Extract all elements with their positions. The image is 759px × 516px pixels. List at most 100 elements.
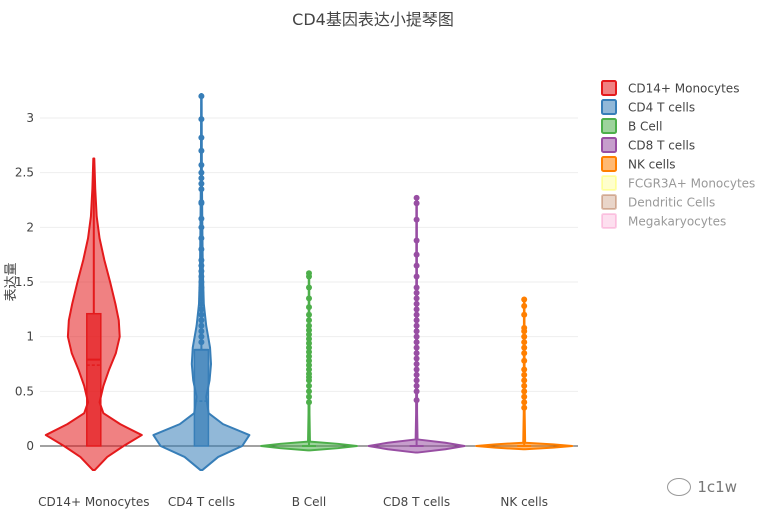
violins bbox=[44, 92, 574, 472]
violin-b-cell bbox=[260, 270, 358, 452]
outlier-point bbox=[198, 235, 205, 242]
outlier-point bbox=[413, 237, 420, 244]
outlier-point bbox=[413, 388, 420, 395]
box bbox=[193, 349, 210, 447]
outlier-point bbox=[413, 355, 420, 362]
outlier-point bbox=[521, 393, 528, 400]
outlier-point bbox=[198, 162, 205, 169]
chart-title: CD4基因表达小提琴图 bbox=[292, 10, 454, 29]
outlier-point bbox=[198, 328, 205, 335]
outlier-point bbox=[521, 350, 528, 357]
legend-swatch bbox=[601, 175, 617, 191]
outlier-point bbox=[413, 328, 420, 335]
y-tick-label: 2.5 bbox=[15, 166, 34, 180]
x-tick-label: CD14+ Monocytes bbox=[38, 495, 149, 509]
outlier-point bbox=[198, 284, 205, 291]
outlier-point bbox=[521, 311, 528, 318]
violin-cd8-t-cells bbox=[367, 194, 466, 454]
outlier-point bbox=[306, 348, 312, 355]
outlier-point bbox=[413, 300, 420, 307]
outlier-point bbox=[198, 186, 205, 193]
outlier-point bbox=[306, 366, 312, 373]
violin-nk-cells bbox=[475, 296, 574, 451]
x-tick-label: B Cell bbox=[292, 495, 326, 509]
outlier-point bbox=[413, 350, 420, 357]
outlier-point bbox=[306, 357, 312, 364]
legend-item[interactable]: Dendritic Cells bbox=[601, 194, 715, 210]
outlier-point bbox=[413, 216, 420, 223]
outlier-point bbox=[198, 257, 205, 264]
legend[interactable]: CD14+ Monocytes CD4 T cells B Cell CD8 T ce… bbox=[601, 80, 755, 229]
legend-item[interactable]: CD8 T cells bbox=[601, 137, 695, 153]
outlier-point bbox=[521, 382, 528, 389]
outlier-point bbox=[306, 311, 312, 318]
outlier-point bbox=[306, 327, 312, 334]
y-axis-label: 表达量 bbox=[4, 262, 19, 301]
outlier-point bbox=[306, 340, 312, 347]
violin-cd14-monocytes bbox=[44, 157, 143, 472]
outlier-point bbox=[198, 295, 205, 302]
legend-swatch bbox=[601, 194, 617, 210]
legend-label: CD14+ Monocytes bbox=[628, 82, 739, 96]
outlier-point bbox=[306, 382, 312, 389]
outlier-point bbox=[521, 333, 528, 340]
outlier-point bbox=[198, 262, 205, 269]
outlier-point bbox=[198, 339, 205, 346]
outlier-point bbox=[198, 333, 205, 340]
outlier-point bbox=[198, 289, 205, 296]
outlier-point bbox=[306, 370, 312, 377]
outlier-point bbox=[413, 194, 420, 201]
legend-item[interactable]: CD4 T cells bbox=[601, 99, 695, 115]
legend-item[interactable]: CD14+ Monocytes bbox=[601, 80, 739, 96]
legend-swatch bbox=[601, 118, 617, 134]
legend-item[interactable]: FCGR3A+ Monocytes bbox=[601, 175, 755, 191]
outlier-point bbox=[306, 388, 312, 395]
outlier-point bbox=[198, 199, 205, 206]
outlier-point bbox=[198, 175, 205, 182]
outlier-point bbox=[198, 93, 205, 100]
outlier-point bbox=[413, 322, 420, 329]
outlier-point bbox=[306, 322, 312, 329]
outlier-point bbox=[413, 262, 420, 269]
legend-label: FCGR3A+ Monocytes bbox=[628, 177, 755, 191]
legend-swatch bbox=[601, 156, 617, 172]
outlier-point bbox=[306, 270, 312, 277]
outlier-point bbox=[413, 382, 420, 389]
legend-swatch bbox=[601, 213, 617, 229]
outlier-point bbox=[413, 344, 420, 351]
outlier-point bbox=[413, 284, 420, 291]
legend-label: Megakaryocytes bbox=[628, 215, 726, 229]
x-ticks: CD14+ Monocytes CD4 T cells B Cell CD8 T ce… bbox=[38, 495, 548, 509]
outlier-point bbox=[306, 362, 312, 369]
outlier-point bbox=[306, 393, 312, 400]
outlier-point bbox=[198, 311, 205, 318]
outlier-point bbox=[521, 357, 528, 364]
outlier-point bbox=[521, 339, 528, 346]
outlier-point bbox=[521, 377, 528, 384]
outlier-point bbox=[198, 279, 205, 285]
x-tick-label: CD4 T cells bbox=[168, 495, 235, 509]
outlier-point bbox=[521, 404, 528, 411]
outlier-point bbox=[413, 289, 420, 296]
outlier-point bbox=[413, 366, 420, 373]
outlier-point bbox=[413, 311, 420, 318]
outlier-point bbox=[521, 344, 528, 351]
outlier-point bbox=[306, 295, 312, 302]
outlier-point bbox=[198, 224, 205, 231]
outlier-point bbox=[306, 399, 312, 406]
outlier-point bbox=[521, 371, 528, 378]
legend-item[interactable]: Megakaryocytes bbox=[601, 213, 726, 229]
watermark-text: 1c1w bbox=[697, 478, 737, 496]
outlier-point bbox=[413, 361, 420, 367]
outlier-point bbox=[413, 333, 420, 340]
outlier-point bbox=[198, 322, 205, 329]
legend-item[interactable]: NK cells bbox=[601, 156, 676, 172]
outlier-point bbox=[521, 324, 528, 331]
legend-swatch bbox=[601, 80, 617, 96]
x-tick-label: CD8 T cells bbox=[383, 495, 450, 509]
legend-label: NK cells bbox=[628, 158, 676, 172]
outlier-point bbox=[413, 251, 420, 258]
legend-item[interactable]: B Cell bbox=[601, 118, 662, 134]
outlier-point bbox=[306, 344, 312, 351]
